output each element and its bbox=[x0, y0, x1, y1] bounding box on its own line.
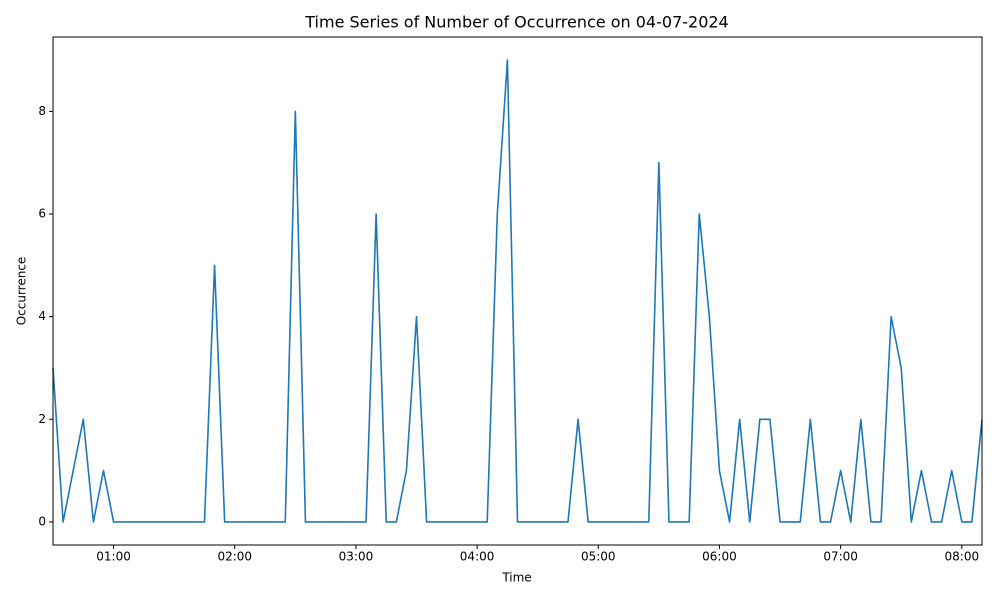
y-tick-label: 8 bbox=[38, 104, 46, 118]
y-tick-label: 6 bbox=[38, 207, 46, 221]
x-tick-label: 07:00 bbox=[823, 550, 858, 564]
chart-title: Time Series of Number of Occurrence on 0… bbox=[304, 13, 728, 32]
y-tick-label: 0 bbox=[38, 514, 46, 528]
x-tick-label: 01:00 bbox=[96, 550, 131, 564]
x-axis-label: Time bbox=[501, 571, 531, 585]
x-tick-label: 02:00 bbox=[217, 550, 252, 564]
x-tick-label: 04:00 bbox=[460, 550, 495, 564]
data-line bbox=[52, 59, 983, 523]
x-tick-label: 08:00 bbox=[945, 550, 980, 564]
y-tick-label: 4 bbox=[38, 309, 46, 323]
x-tick-label: 05:00 bbox=[581, 550, 616, 564]
x-tick-label: 03:00 bbox=[339, 550, 374, 564]
plot-frame bbox=[52, 36, 983, 546]
y-tick-label: 2 bbox=[38, 412, 46, 426]
x-tick-label: 06:00 bbox=[702, 550, 737, 564]
y-axis-label: Occurrence bbox=[15, 257, 29, 326]
